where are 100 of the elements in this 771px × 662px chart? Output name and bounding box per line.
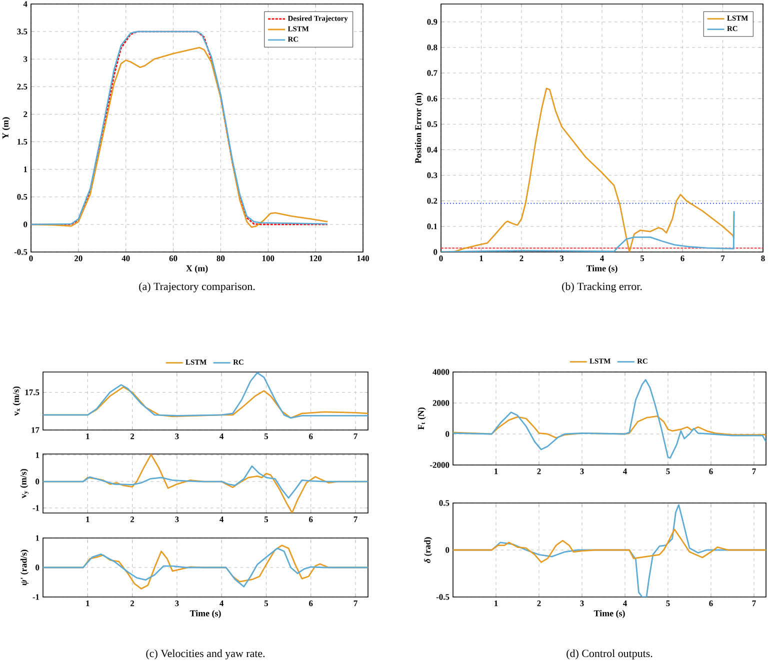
x-tick-label: 2	[537, 600, 541, 606]
y-tick-label: 1.5	[18, 138, 28, 145]
text: (d) Control outputs.	[566, 649, 652, 660]
x-tick-label: 3	[580, 600, 584, 606]
y-tick-label: 0.3	[427, 172, 438, 178]
y-tick-label: 0.7	[427, 70, 438, 76]
x-tick-label: 1	[86, 600, 90, 606]
x-tick-label: 4	[622, 468, 627, 474]
x-tick-label: 5	[264, 600, 268, 606]
y-tick-label: 0.5	[427, 121, 438, 128]
line-series	[441, 210, 735, 252]
y-tick-label: 0.9	[427, 19, 438, 25]
x-axis-title: Time (s)	[190, 610, 221, 618]
x-tick-label: 6	[709, 468, 713, 474]
y-tick-label: 0.6	[427, 96, 438, 102]
x-tick-label: 5	[640, 256, 644, 262]
x-axis-title: X (m)	[186, 265, 208, 274]
x-tick-label: 8	[761, 256, 765, 262]
x-tick-label: 4	[220, 434, 224, 440]
y-axis-title: ψ' (rad/s)	[20, 550, 29, 586]
x-tick-label: 1	[494, 600, 498, 606]
x-axis-title: Time (s)	[594, 610, 625, 618]
x-tick-label: 7	[752, 600, 756, 606]
y-tick-label: 1	[36, 452, 40, 458]
y-tick-label: 0.4	[427, 146, 438, 153]
x-tick-label: 7	[752, 468, 756, 474]
x-tick-label: 3	[175, 600, 179, 606]
y-tick-label: 4000	[432, 369, 450, 375]
x-tick-label: 40	[122, 256, 130, 262]
text: (a) Trajectory comparison.	[139, 282, 255, 292]
y-tick-label: -2000	[430, 462, 450, 468]
x-tick-label: 6	[309, 434, 313, 440]
line-series	[453, 379, 766, 459]
y-axis-title: v$_{y}$ (m/s)	[20, 469, 29, 498]
x-tick-label: 2	[520, 256, 524, 262]
y-tick-label: 0	[24, 222, 28, 228]
y-tick-label: 4	[23, 1, 28, 7]
text: (c) Velocities and yaw rate.	[146, 649, 265, 660]
x-tick-label: 6	[309, 600, 313, 606]
x-tick-label: 2	[537, 468, 541, 474]
y-tick-label: 2	[24, 111, 28, 118]
x-tick-label: 7	[354, 600, 358, 606]
y-axis-title: Position Error (m)	[414, 92, 424, 164]
y-tick-label: 1	[24, 166, 28, 172]
x-tick-label: 5	[264, 516, 268, 522]
x-tick-label: 3	[175, 516, 179, 522]
x-tick-label: 7	[721, 256, 725, 262]
y-tick-label: -0.5	[14, 249, 28, 255]
x-axis-title: Time (s)	[586, 265, 618, 274]
y-tick-label: 0	[36, 478, 40, 484]
x-tick-label: 140	[357, 256, 370, 262]
y-tick-label: -1	[32, 505, 40, 511]
x-tick-label: 4	[220, 516, 224, 522]
y-tick-label: -0.5	[436, 594, 450, 600]
x-tick-label: 1	[86, 434, 90, 440]
y-tick-label: 0.8	[427, 44, 438, 50]
x-tick-label: 2	[130, 600, 134, 606]
x-tick-label: 6	[680, 256, 684, 262]
x-tick-label: 100	[262, 256, 274, 262]
y-tick-label: 0.1	[427, 224, 438, 230]
x-tick-label: 5	[666, 468, 670, 474]
x-tick-label: 6	[709, 600, 713, 606]
y-tick-label: 0.5	[439, 500, 450, 506]
y-tick-label: 17.5	[25, 389, 40, 396]
x-tick-label: 3	[175, 434, 179, 440]
x-tick-label: 5	[666, 600, 670, 606]
y-tick-label: 0	[434, 249, 438, 255]
x-tick-label: 1	[86, 516, 90, 522]
y-tick-label: 0	[36, 564, 40, 570]
x-tick-label: 7	[354, 516, 358, 522]
x-tick-label: 3	[580, 468, 584, 474]
x-tick-label: 2	[130, 516, 134, 522]
x-tick-label: 5	[264, 434, 268, 440]
x-tick-label: 1	[480, 256, 483, 262]
y-tick-label: 0.2	[427, 198, 438, 204]
y-tick-label: 2000	[432, 400, 450, 406]
y-tick-label: 3.5	[17, 28, 28, 34]
y-tick-label: 1	[36, 535, 40, 541]
x-tick-label: 4	[600, 256, 604, 262]
y-axis-title: v$_{x}$ (m/s)	[12, 386, 21, 416]
x-tick-label: 1	[494, 468, 498, 474]
x-tick-label: 2	[130, 434, 134, 440]
y-tick-label: 2.5	[17, 84, 28, 90]
y-axis-title: Y (m)	[2, 117, 10, 139]
y-tick-label: -1	[32, 594, 40, 600]
x-tick-label: 7	[354, 434, 358, 440]
x-tick-label: 4	[622, 600, 627, 606]
y-tick-label: 0	[446, 547, 450, 553]
x-tick-label: 80	[216, 256, 225, 262]
y-tick-label: 3	[24, 56, 28, 62]
line-series	[43, 465, 368, 499]
y-axis-title: F$_{t}$ (N)	[418, 408, 426, 430]
x-tick-label: 4	[220, 600, 224, 606]
y-tick-label: 0.5	[17, 194, 28, 200]
x-tick-label: 120	[310, 256, 322, 262]
x-tick-label: 20	[74, 256, 82, 262]
x-tick-label: 60	[169, 256, 178, 262]
y-tick-label: 17	[32, 427, 40, 433]
x-tick-label: 6	[309, 516, 313, 522]
text: (b) Tracking error.	[562, 282, 642, 292]
